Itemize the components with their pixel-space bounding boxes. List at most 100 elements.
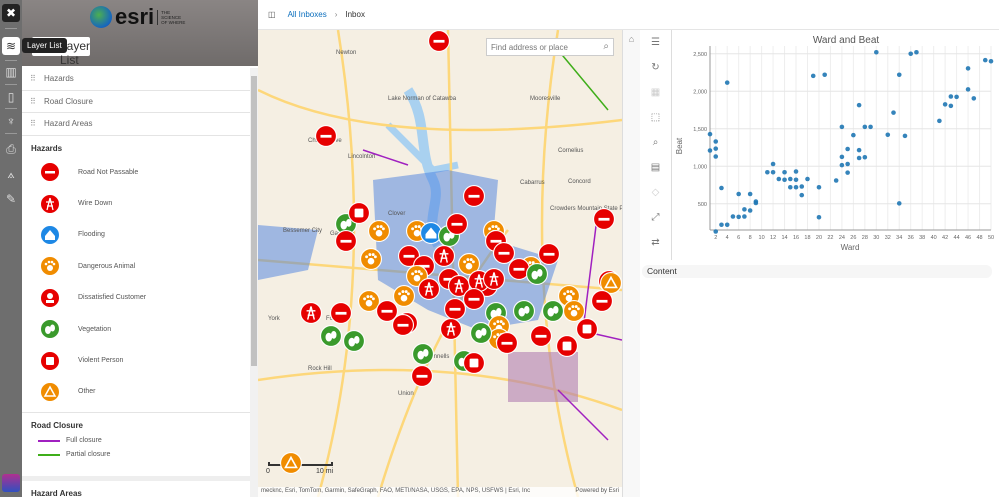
data-point[interactable] [856, 155, 862, 161]
data-point[interactable] [862, 154, 868, 160]
edit-icon[interactable]: ✎ [5, 192, 17, 206]
hazard-marker-no-entry[interactable] [315, 125, 337, 147]
hazard-marker-leaves[interactable] [343, 330, 365, 352]
hazard-marker-warning-triangle[interactable] [280, 452, 302, 474]
data-point[interactable] [816, 184, 822, 190]
data-point[interactable] [948, 103, 954, 109]
app-icon[interactable]: ✖ [2, 4, 20, 22]
hazard-marker-paw[interactable] [358, 290, 380, 312]
hazard-marker-leaves[interactable] [542, 300, 564, 322]
data-point[interactable] [896, 72, 902, 78]
data-point[interactable] [707, 131, 713, 137]
data-point[interactable] [810, 73, 816, 79]
hazard-marker-no-entry[interactable] [411, 365, 433, 387]
data-point[interactable] [765, 169, 770, 175]
content-section[interactable]: Content [642, 265, 992, 278]
data-point[interactable] [770, 169, 776, 175]
hazard-marker-no-entry[interactable] [392, 314, 414, 336]
data-point[interactable] [713, 229, 719, 234]
data-point[interactable] [914, 49, 919, 55]
data-point[interactable] [954, 94, 959, 100]
data-point[interactable] [787, 176, 793, 182]
drag-handle-icon[interactable]: ⠿ [30, 96, 36, 106]
hazard-marker-fist[interactable] [463, 352, 485, 374]
data-point[interactable] [793, 184, 799, 190]
data-point[interactable] [719, 222, 724, 228]
data-point[interactable] [822, 72, 827, 78]
data-point[interactable] [713, 154, 719, 159]
data-point[interactable] [845, 146, 850, 152]
data-point[interactable] [793, 169, 799, 174]
hazard-marker-leaves[interactable] [513, 300, 535, 322]
data-point[interactable] [988, 58, 994, 64]
hazard-marker-no-entry[interactable] [593, 208, 615, 230]
data-point[interactable] [742, 207, 747, 212]
data-point[interactable] [891, 110, 896, 115]
data-point[interactable] [707, 148, 713, 153]
data-point[interactable] [856, 147, 862, 153]
hazard-marker-paw[interactable] [368, 220, 390, 242]
scrollbar-thumb[interactable] [251, 76, 257, 366]
data-point[interactable] [845, 161, 850, 167]
breadcrumb-all-inboxes[interactable]: All Inboxes [287, 10, 327, 19]
data-point[interactable] [839, 154, 845, 160]
data-point[interactable] [856, 102, 862, 108]
hazard-marker-power-tower[interactable] [418, 278, 440, 300]
hazard-marker-power-tower[interactable] [433, 245, 455, 267]
data-point[interactable] [782, 177, 787, 183]
search-input[interactable]: Find address or place ⌕ [486, 38, 614, 56]
data-point[interactable] [724, 222, 730, 228]
data-point[interactable] [799, 184, 805, 189]
data-point[interactable] [719, 185, 724, 191]
data-point[interactable] [816, 214, 822, 220]
data-point[interactable] [937, 118, 942, 124]
legend-icon[interactable]: ♆ [6, 114, 16, 128]
fullscreen-icon[interactable]: ⤢ [651, 212, 660, 223]
data-point[interactable] [742, 214, 747, 219]
data-point[interactable] [868, 124, 873, 130]
layer-item[interactable]: ⠿ Road Closure [22, 91, 250, 113]
user-avatar[interactable] [2, 474, 20, 492]
data-point[interactable] [713, 139, 719, 144]
list-icon[interactable]: ☰ [651, 37, 660, 48]
data-point[interactable] [839, 162, 845, 168]
selection-icon[interactable]: ⬚ [650, 112, 661, 123]
sidebar-toggle-icon[interactable]: ◫ [268, 10, 276, 19]
hazard-marker-no-entry[interactable] [493, 242, 515, 264]
data-point[interactable] [724, 80, 730, 85]
data-point[interactable] [747, 191, 753, 197]
data-point[interactable] [948, 94, 954, 99]
hazard-marker-fist[interactable] [348, 202, 370, 224]
hazard-marker-no-entry[interactable] [496, 332, 518, 354]
hazard-marker-no-entry[interactable] [444, 298, 466, 320]
measure-icon[interactable]: ⟑ [7, 167, 15, 181]
data-point[interactable] [908, 51, 914, 57]
data-point[interactable] [770, 161, 776, 167]
data-point[interactable] [805, 176, 810, 182]
hazard-marker-leaves[interactable] [470, 322, 492, 344]
layer-item[interactable]: ⠿ Hazards [22, 68, 250, 91]
hazard-marker-fist[interactable] [556, 335, 578, 357]
powered-by[interactable]: Powered by Esri [575, 488, 619, 494]
swap-icon[interactable]: ⇄ [651, 237, 660, 248]
hazard-marker-leaves[interactable] [526, 263, 548, 285]
hazard-marker-power-tower[interactable] [483, 268, 505, 290]
hazard-marker-leaves[interactable] [320, 325, 342, 347]
drag-handle-icon[interactable]: ⠿ [30, 119, 36, 129]
hazard-marker-no-entry[interactable] [463, 288, 485, 310]
data-point[interactable] [942, 102, 948, 107]
hazard-marker-power-tower[interactable] [300, 302, 322, 324]
data-point[interactable] [793, 177, 799, 183]
hazard-marker-no-entry[interactable] [463, 185, 485, 207]
hazard-marker-power-tower[interactable] [440, 318, 462, 340]
data-point[interactable] [787, 184, 793, 190]
data-point[interactable] [730, 214, 736, 219]
hazard-marker-no-entry[interactable] [428, 30, 450, 52]
print-icon[interactable]: ⎙ [6, 142, 16, 156]
data-point[interactable] [965, 87, 971, 92]
hazard-marker-paw[interactable] [360, 248, 382, 270]
hazard-marker-paw[interactable] [563, 300, 585, 322]
search-icon[interactable]: ⌕ [603, 41, 609, 52]
data-point[interactable] [799, 192, 805, 198]
data-point[interactable] [851, 132, 856, 138]
